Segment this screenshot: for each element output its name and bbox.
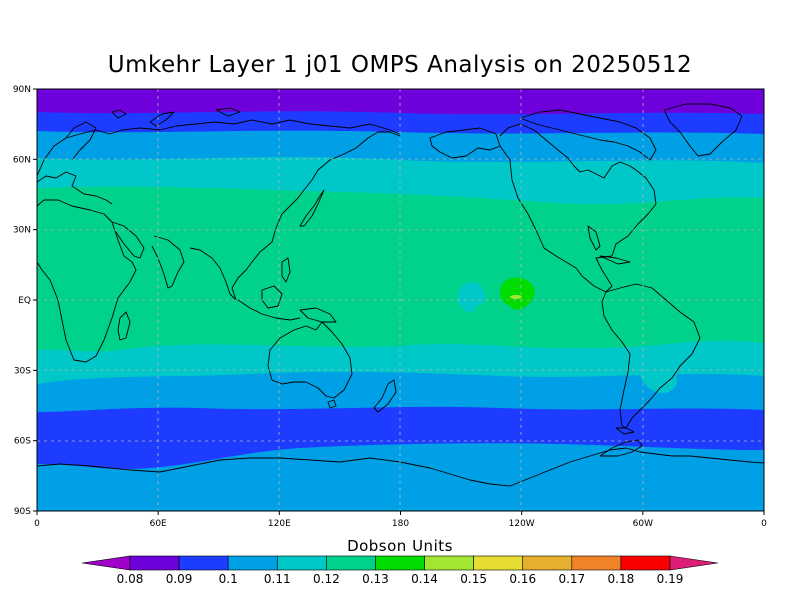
colorbar-swatch — [620, 555, 671, 571]
map-title: Umkehr Layer 1 j01 OMPS Analysis on 2025… — [107, 52, 693, 78]
coast-greenland — [663, 103, 743, 157]
colorbar-level-label: 0.19 — [657, 572, 684, 586]
axis-ticks — [33, 88, 765, 515]
coast-novaya — [149, 111, 175, 127]
colorbar-level-label: 0.17 — [558, 572, 585, 586]
y-tick-label: 90S — [14, 507, 31, 517]
coast-indonesia — [237, 299, 301, 321]
y-tick-label: 90N — [13, 85, 31, 95]
colorbar-swatch — [276, 555, 327, 571]
y-tick-label: 60N — [13, 155, 31, 165]
colorbar-level-label: 0.15 — [460, 572, 487, 586]
colorbar-level-label: 0.12 — [313, 572, 340, 586]
coastlines — [37, 103, 764, 487]
max-0.13 — [500, 277, 535, 310]
coast-madagascar — [117, 311, 131, 341]
y-tick-label: 30S — [14, 366, 31, 376]
coast-new-zealand — [373, 379, 397, 413]
x-tick-label: 120W — [509, 519, 535, 529]
colorbar-swatch — [522, 555, 573, 571]
band-0.08 — [37, 89, 764, 115]
colorbar-labels: 0.08 0.09 0.1 0.11 0.12 0.13 0.14 0.15 0.16 0.17 0… — [117, 572, 684, 586]
x-axis-labels: 0 60E 120E 180 120W 60W 0 — [34, 519, 767, 529]
colorbar-swatch — [571, 555, 622, 571]
coast-florida — [587, 225, 601, 251]
max-0.14 — [510, 295, 522, 299]
colorbar-swatch — [326, 555, 376, 571]
band-0.11 — [37, 157, 764, 207]
coast-se-asia — [189, 131, 401, 301]
coast-japan — [299, 189, 325, 227]
coast-scandinavia — [65, 121, 97, 161]
coast-north-america — [499, 123, 657, 293]
plot-area — [37, 89, 764, 511]
coast-svalbard — [111, 109, 127, 119]
x-tick-label: 0 — [34, 519, 40, 529]
y-axis-labels: 90N 60N 30N EQ 30S 60S 90S — [13, 85, 31, 517]
colorbar-level-label: 0.11 — [264, 572, 291, 586]
band-0.1 — [37, 130, 764, 165]
x-tick-label: 180 — [392, 519, 409, 529]
coast-tasmania — [327, 399, 337, 409]
coast-canadian-archipelago — [519, 109, 657, 161]
coast-new-guinea — [299, 307, 337, 323]
coast-antarctica — [37, 447, 764, 487]
coast-arabia — [111, 221, 145, 259]
x-tick-label: 0 — [761, 519, 767, 529]
colorbar-level-label: 0.13 — [362, 572, 389, 586]
y-tick-label: 30N — [13, 226, 31, 236]
coast-antarctic-peninsula — [599, 439, 643, 457]
colorbar-level-label: 0.08 — [117, 572, 144, 586]
coast-cuba — [599, 255, 631, 265]
coast-europe — [37, 171, 113, 205]
x-tick-label: 60E — [150, 519, 167, 529]
patagonia-patch — [639, 363, 677, 394]
colorbar-swatch — [129, 555, 180, 571]
colorbar-swatch — [424, 555, 474, 571]
colorbar-swatch — [375, 555, 425, 571]
coast-tierra-del-fuego — [615, 427, 635, 435]
gridlines — [37, 89, 764, 511]
colorbar-level-label: 0.18 — [608, 572, 635, 586]
band-0.09 — [37, 111, 764, 136]
colorbar-swatch — [227, 555, 278, 571]
legend-title: Dobson Units — [347, 537, 453, 555]
coast-philippines — [281, 257, 291, 283]
band-0.11-south — [37, 340, 764, 386]
y-tick-label: 60S — [14, 437, 31, 447]
colorbar-high-arrow — [669, 555, 719, 571]
colorbar-level-label: 0.14 — [411, 572, 438, 586]
coast-south-america — [601, 283, 701, 429]
y-tick-label: EQ — [18, 296, 31, 306]
colorbar-swatch — [178, 555, 229, 571]
band-0.09-south — [37, 406, 764, 472]
colorbar-swatch — [473, 555, 524, 571]
coast-australia — [267, 321, 353, 399]
x-tick-label: 120E — [268, 519, 291, 529]
x-tick-label: 60W — [633, 519, 653, 529]
colorbar-low-arrow — [81, 555, 131, 571]
colorbar-level-label: 0.09 — [166, 572, 193, 586]
colorbar — [81, 555, 719, 571]
colorbar-level-label: 0.16 — [509, 572, 536, 586]
coast-india — [151, 235, 185, 289]
coast-alaska — [429, 127, 501, 159]
band-0.1-south — [37, 371, 764, 414]
cyan-tongue — [457, 282, 486, 313]
coast-arctic-eurasia — [37, 119, 401, 177]
band-0.12 — [37, 300, 764, 354]
coast-africa — [37, 199, 137, 363]
colorbar-level-label: 0.1 — [219, 572, 238, 586]
coast-severnaya — [215, 107, 241, 117]
